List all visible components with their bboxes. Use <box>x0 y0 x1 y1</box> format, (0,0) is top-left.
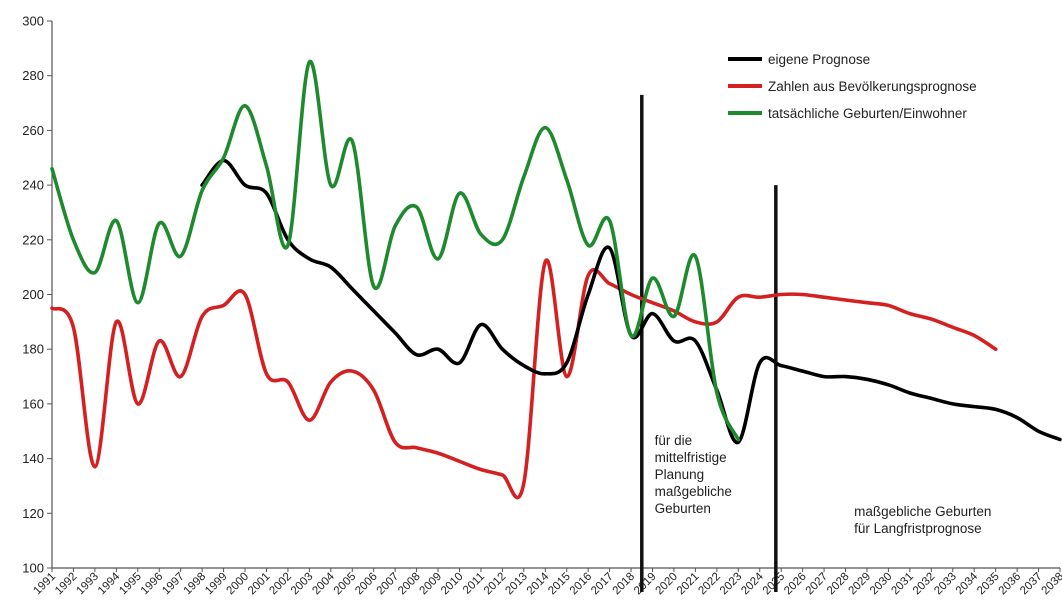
axes <box>51 21 1060 569</box>
x-tick-label: 2003 <box>289 571 316 598</box>
x-tick-label: 2002 <box>267 571 294 598</box>
vertical-markers <box>640 94 778 592</box>
y-tick-label: 300 <box>22 14 44 29</box>
legend-label: eigene Prognose <box>768 52 870 67</box>
annotation-text: für Langfristprognose <box>854 521 982 536</box>
annotation-text: Geburten <box>655 501 711 516</box>
x-tick-label: 2020 <box>653 571 680 598</box>
x-tick-label: 2026 <box>782 571 809 598</box>
x-tick-label: 2004 <box>310 570 337 597</box>
x-tick-label: 2022 <box>696 571 723 598</box>
x-tick-label: 2027 <box>804 571 831 598</box>
series-line-eigene-prognose <box>200 158 1062 445</box>
x-tick-label: 2036 <box>997 571 1024 598</box>
x-tick-label: 2012 <box>482 571 509 598</box>
x-tick-label: 2031 <box>889 571 916 598</box>
legend-label: Zahlen aus Bevölkerungsprognose <box>768 79 977 94</box>
x-tick-label: 1999 <box>203 571 230 598</box>
x-tick-label: 2010 <box>439 571 466 598</box>
y-tick-label: 160 <box>22 396 44 411</box>
x-tick-label: 2000 <box>225 571 252 598</box>
x-tick-label: 2015 <box>546 571 573 598</box>
x-tick-label: 2038 <box>1040 571 1062 598</box>
x-tick-label: 2028 <box>825 571 852 598</box>
y-tick-label: 140 <box>22 451 44 466</box>
legend: eigene Prognose Zahlen aus Bevölkerungspr… <box>728 52 977 121</box>
x-tick-label: 2009 <box>418 571 445 598</box>
x-tick-label: 1998 <box>182 571 209 598</box>
annotation-text: mittelfristige <box>655 450 727 465</box>
y-tick-label: 100 <box>22 561 44 576</box>
series-line-tatsaechliche-geburten <box>50 60 741 442</box>
x-tick-label: 2037 <box>1018 571 1045 598</box>
x-tick-label: 2005 <box>332 571 359 598</box>
x-tick-label: 2025 <box>761 571 788 598</box>
series-lines <box>50 60 1062 500</box>
x-tick-label: 2011 <box>461 571 487 597</box>
x-tick-label: 2006 <box>353 571 380 598</box>
legend-label: tatsächliche Geburten/Einwohner <box>768 106 967 121</box>
x-tick-label: 1995 <box>117 571 144 598</box>
x-tick-label: 2023 <box>718 571 745 598</box>
annotation-text: maßgebliche <box>655 484 732 499</box>
x-tick-label: 1994 <box>96 570 123 597</box>
x-tick-label: 2032 <box>911 571 938 598</box>
x-tick-label: 2008 <box>396 571 423 598</box>
x-tick-label: 2001 <box>246 571 273 598</box>
x-tick-label: 2029 <box>847 571 874 598</box>
x-tick-label: 2021 <box>675 571 702 598</box>
x-tick-label: 2014 <box>525 570 552 597</box>
x-tick-label: 2007 <box>375 571 402 598</box>
x-tick-label: 2013 <box>503 571 530 598</box>
y-tick-label: 200 <box>22 287 44 302</box>
x-tick-label: 2035 <box>975 571 1002 598</box>
x-tick-label: 1993 <box>74 571 101 598</box>
y-tick-label: 180 <box>22 342 44 357</box>
y-tick-label: 220 <box>22 232 44 247</box>
x-tick-label: 2034 <box>954 570 981 597</box>
annotation-text: für die <box>655 433 693 448</box>
y-tick-label: 240 <box>22 178 44 193</box>
annotation-text: maßgebliche Geburten <box>854 504 991 519</box>
x-tick-label: 1997 <box>160 571 187 598</box>
x-tick-label: 1996 <box>139 571 166 598</box>
annotation-text: Planung <box>655 467 705 482</box>
y-tick-label: 260 <box>22 123 44 138</box>
x-tick-label: 2017 <box>589 571 616 598</box>
x-tick-label: 2018 <box>611 571 638 598</box>
series-line-bevoelkerungsprognose <box>50 258 998 500</box>
x-tick-label: 2030 <box>868 571 895 598</box>
x-tick-label: 2024 <box>739 570 766 597</box>
x-tick-label: 1992 <box>53 571 80 598</box>
y-tick-label: 120 <box>22 506 44 521</box>
x-tick-label: 2016 <box>568 571 595 598</box>
y-tick-label: 280 <box>22 68 44 83</box>
x-axis-ticks: 1991199219931994199519961997199819992000… <box>32 568 1062 597</box>
x-tick-label: 2033 <box>932 571 959 598</box>
x-tick-label: 2019 <box>632 571 659 598</box>
y-axis-ticks: 100 120 140 160 180 200 220 240 260 280 300 <box>22 14 52 576</box>
annotations: für die mittelfristige Planung maßgebliche G… <box>655 433 992 536</box>
